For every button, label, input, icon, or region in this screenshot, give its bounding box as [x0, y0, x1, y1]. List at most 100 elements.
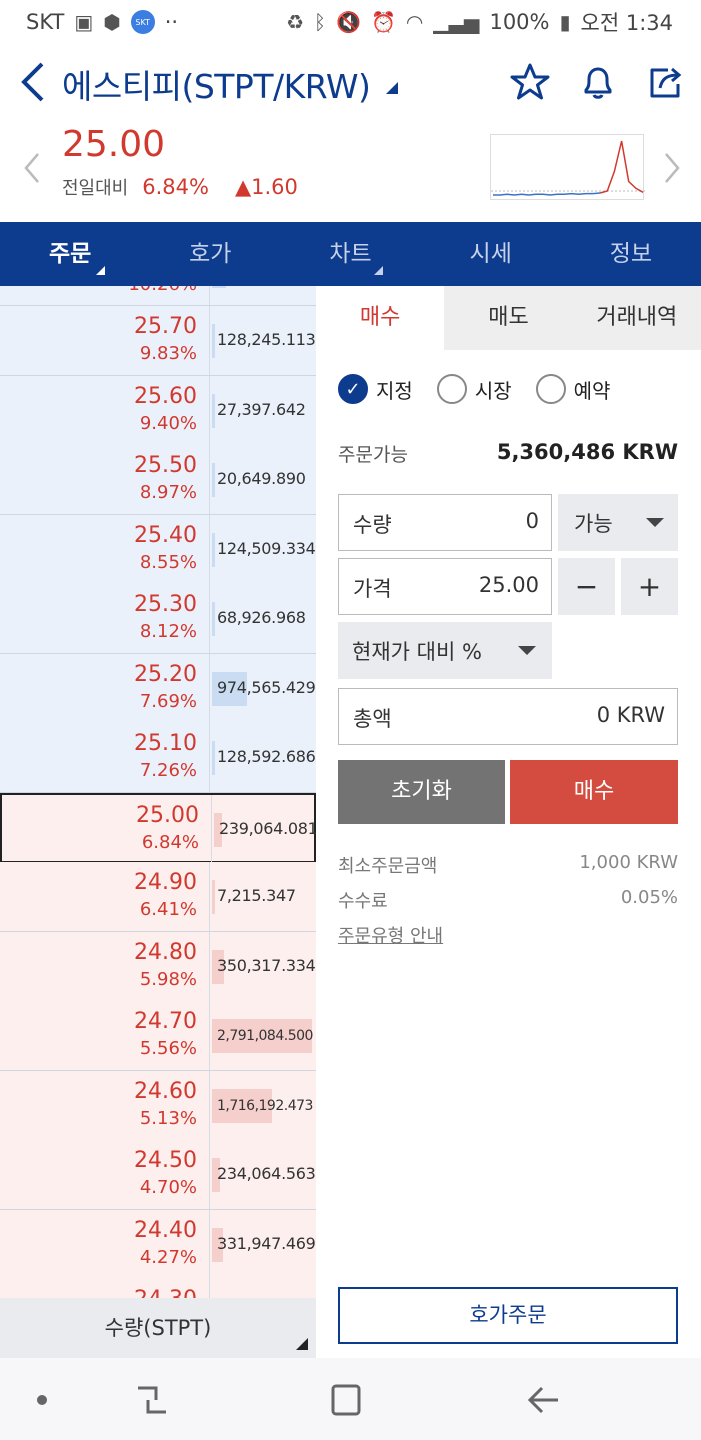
- tab-chart[interactable]: 차트: [280, 222, 420, 286]
- page-title[interactable]: 에스티피(STPT/KRW): [62, 67, 371, 106]
- tab-market[interactable]: 시세: [421, 222, 561, 286]
- order-type-market[interactable]: 시장: [436, 374, 512, 404]
- change-label: 전일대비: [62, 178, 129, 199]
- tab-hoga[interactable]: 호가: [140, 222, 384, 286]
- order-book-row-partial[interactable]: 24.30: [0, 1279, 316, 1298]
- tab-history[interactable]: 거래내역: [572, 286, 701, 350]
- row-price: 25.20: [134, 661, 197, 687]
- order-type-limit[interactable]: ✓ 지정: [338, 374, 413, 404]
- prev-coin-icon[interactable]: [22, 150, 42, 186]
- quantity-ratio-select[interactable]: 가능: [558, 494, 678, 551]
- min-order-value: 1,000 KRW: [579, 852, 678, 873]
- available-value: 5,360,486 KRW: [496, 440, 678, 464]
- row-price: 24.30: [0, 1287, 197, 1298]
- qty-cell: 124,509.334: [211, 515, 316, 584]
- share-icon[interactable]: [646, 62, 686, 102]
- row-rate: 8.12%: [139, 621, 197, 642]
- qty-bar: [212, 324, 215, 358]
- row-rate: 6.84%: [141, 831, 199, 853]
- change-percent: 6.84%: [142, 175, 209, 199]
- order-book-row-current[interactable]: 25.00 6.84% 239,064.081: [0, 792, 316, 864]
- dot-icon[interactable]: [22, 1380, 62, 1420]
- bell-icon[interactable]: [578, 62, 618, 102]
- min-order-label: 최소주문금액: [338, 856, 438, 877]
- order-book-row-partial[interactable]: 10.26%: [0, 286, 316, 306]
- qty-cell: 974,565.429: [211, 654, 316, 723]
- qty-bar: [212, 1088, 272, 1123]
- order-book-unit-selector[interactable]: 수량(STPT): [0, 1298, 316, 1358]
- rate-text: 10.26%: [0, 286, 197, 295]
- order-type-limit-label: 지정: [376, 378, 413, 403]
- star-icon[interactable]: [510, 62, 550, 102]
- row-price: 25.60: [134, 383, 197, 409]
- order-book: 10.26% 25.70 9.83% 128,245.113 25.60 9.40% 27…: [0, 286, 316, 1298]
- price-cell: 24.60 5.13%: [0, 1070, 210, 1140]
- row-price: 24.40: [134, 1217, 197, 1243]
- quantity-input[interactable]: 수량 0: [338, 494, 552, 551]
- back-icon[interactable]: [14, 58, 54, 106]
- price-cell: 25.10 7.26%: [0, 723, 210, 792]
- order-book-row[interactable]: 25.30 8.12% 68,926.968: [0, 584, 316, 654]
- system-nav-bar: [0, 1358, 701, 1440]
- gallery-icon: ▣: [74, 10, 94, 34]
- order-panel: 매수 매도 거래내역 ✓ 지정 시장 예약 주문가능 5,360,486 KRW…: [316, 286, 701, 1358]
- row-price: 24.90: [134, 870, 197, 895]
- price-percent-select[interactable]: 현재가 대비 %: [338, 622, 552, 679]
- order-book-row[interactable]: 24.60 5.13% 1,716,192.473: [0, 1070, 316, 1141]
- order-side-tabs: 매수 매도 거래내역: [316, 286, 701, 350]
- order-type-reserve[interactable]: 예약: [535, 374, 611, 404]
- qty-cell: 27,397.642: [211, 376, 316, 445]
- reset-button[interactable]: 초기화: [338, 760, 505, 824]
- carrier-label: SKT: [26, 10, 65, 34]
- order-book-row[interactable]: 24.40 4.27% 331,947.469: [0, 1209, 316, 1280]
- radio-icon: [436, 374, 467, 404]
- order-book-row[interactable]: 24.90 6.41% 7,215.347: [0, 862, 316, 932]
- tab-chart-label: 차트: [329, 241, 372, 267]
- recycle-icon: ♻: [286, 10, 305, 34]
- row-price: 25.70: [134, 314, 197, 339]
- order-book-row[interactable]: 25.10 7.26% 128,592.686: [0, 723, 316, 793]
- qty-cell: 20,649.890: [211, 445, 316, 514]
- mini-price-chart[interactable]: [490, 134, 645, 200]
- order-book-row[interactable]: 24.70 5.56% 2,791,084.500: [0, 1001, 316, 1071]
- buy-button[interactable]: 매수: [510, 760, 678, 824]
- order-type-reserve-label: 예약: [573, 378, 611, 403]
- tab-sell[interactable]: 매도: [444, 286, 573, 350]
- fee-value: 0.05%: [620, 887, 678, 908]
- order-book-row[interactable]: 25.70 9.83% 128,245.113: [0, 306, 316, 376]
- row-rate: 5.56%: [139, 1038, 197, 1059]
- quantity-ratio-label: 가능: [574, 512, 613, 536]
- tab-buy[interactable]: 매수: [316, 286, 445, 350]
- price-summary: 25.00 전일대비 6.84% ▲1.60: [0, 120, 701, 222]
- order-type-guide-link[interactable]: 주문유형 안내: [338, 926, 444, 947]
- next-coin-icon[interactable]: [662, 150, 682, 186]
- check-icon: ✓: [338, 374, 368, 404]
- back-nav-icon[interactable]: [522, 1380, 562, 1420]
- total-value: 0 KRW: [596, 703, 665, 727]
- current-price: 25.00: [62, 124, 166, 165]
- price-increase-button[interactable]: +: [621, 558, 678, 615]
- order-book-row[interactable]: 24.50 4.70% 234,064.563: [0, 1140, 316, 1210]
- recent-apps-icon[interactable]: [132, 1380, 172, 1420]
- price-cell: 24.30: [0, 1279, 210, 1298]
- price-input[interactable]: 가격 25.00: [338, 558, 552, 615]
- row-price: 24.60: [134, 1078, 197, 1104]
- qty-bar: [212, 880, 215, 914]
- wifi-icon: ◠: [405, 10, 424, 34]
- order-book-row[interactable]: 25.60 9.40% 27,397.642: [0, 375, 316, 446]
- price-decrease-button[interactable]: −: [558, 558, 615, 615]
- order-book-row[interactable]: 25.50 8.97% 20,649.890: [0, 445, 316, 515]
- hoga-order-button[interactable]: 호가주문: [338, 1287, 678, 1344]
- tab-order[interactable]: 주문: [0, 222, 140, 286]
- unit-label: 수량(STPT): [104, 1316, 212, 1340]
- qty-cell: 1,716,192.473: [211, 1071, 316, 1140]
- tab-info[interactable]: 정보: [561, 222, 701, 286]
- order-book-row[interactable]: 25.40 8.55% 124,509.334: [0, 514, 316, 585]
- home-icon[interactable]: [326, 1380, 366, 1420]
- qty-cell: 234,064.563: [211, 1140, 316, 1209]
- title-dropdown-icon[interactable]: [386, 82, 398, 94]
- order-book-row[interactable]: 25.20 7.69% 974,565.429: [0, 653, 316, 724]
- order-book-row[interactable]: 24.80 5.98% 350,317.334: [0, 931, 316, 1002]
- row-rate: 4.70%: [139, 1177, 197, 1198]
- total-input[interactable]: 총액 0 KRW: [338, 688, 678, 745]
